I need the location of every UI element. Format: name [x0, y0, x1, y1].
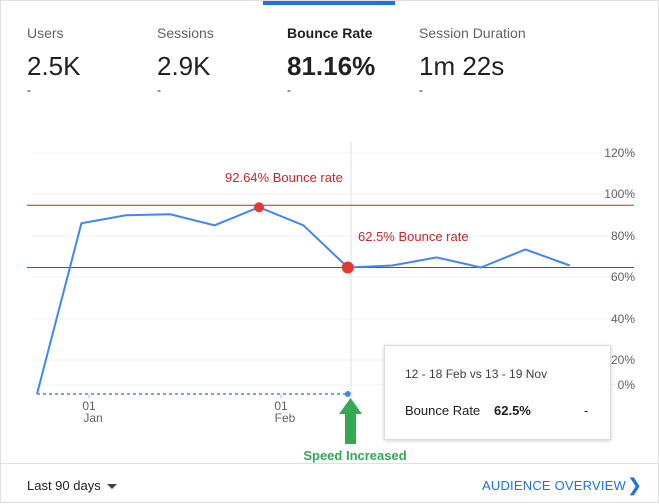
- annotation-label: 62.5% Bounce rate: [358, 229, 469, 244]
- x-tick-day: 01: [274, 399, 288, 413]
- tab-value: 1m 22s: [419, 51, 505, 81]
- metric-tabs: Users 2.5K - Sessions 2.9K - Bounce Rate…: [1, 1, 658, 111]
- chart-tooltip: 12 - 18 Feb vs 13 - 19 Nov Bounce Rate 6…: [384, 345, 611, 440]
- tab-delta: -: [27, 83, 31, 97]
- tab-label: Session Duration: [419, 25, 526, 41]
- audience-overview-link[interactable]: AUDIENCE OVERVIEW: [482, 478, 627, 493]
- tab-session-duration[interactable]: Session Duration 1m 22s -: [419, 1, 579, 106]
- y-tick-label: 40%: [611, 312, 635, 326]
- chart-series: [36, 206, 571, 395]
- tab-value: 81.16%: [287, 51, 376, 81]
- date-range-dropdown[interactable]: Last 90 days: [27, 478, 117, 493]
- hover-point: [344, 391, 351, 397]
- chevron-right-icon[interactable]: ❯: [627, 475, 643, 495]
- reference-lines: [27, 204, 634, 268]
- chart-markers: [254, 202, 354, 397]
- y-tick-label: 0%: [618, 378, 636, 392]
- y-tick-label: 100%: [604, 187, 635, 201]
- tab-label: Users: [27, 25, 64, 41]
- x-tick-month: Jan: [83, 411, 102, 425]
- y-tick-label: 120%: [604, 146, 635, 160]
- speed-arrow-icon: [339, 398, 362, 444]
- tooltip-date-range: 12 - 18 Feb vs 13 - 19 Nov: [405, 367, 548, 381]
- tab-delta: -: [157, 83, 161, 97]
- date-range-label: Last 90 days: [27, 478, 101, 493]
- x-tick-day: 01: [82, 399, 96, 413]
- peak-marker: [254, 202, 264, 213]
- tab-sessions[interactable]: Sessions 2.9K -: [157, 1, 287, 106]
- y-tick-label: 60%: [611, 270, 635, 284]
- tab-delta: -: [287, 83, 291, 97]
- annotation-label: 92.64% Bounce rate: [225, 170, 343, 185]
- tab-value: 2.5K: [27, 51, 81, 81]
- tab-delta: -: [419, 83, 423, 97]
- tab-label: Bounce Rate: [287, 25, 373, 41]
- y-tick-label: 20%: [611, 353, 635, 367]
- drop-marker: [341, 261, 354, 274]
- bounce-rate-line: [36, 206, 571, 395]
- x-tick-month: Feb: [275, 411, 296, 425]
- tooltip-metric-value: 62.5%: [494, 403, 531, 418]
- tab-value: 2.9K: [157, 51, 211, 81]
- y-tick-label: 80%: [611, 229, 635, 243]
- chart-annotations: 92.64% Bounce rate 62.5% Bounce rate Speed…: [225, 170, 469, 463]
- tooltip-metric-label: Bounce Rate: [405, 403, 481, 418]
- annotation-label: Speed Increased: [303, 448, 406, 463]
- tab-users[interactable]: Users 2.5K -: [27, 1, 157, 106]
- active-tab-indicator: [263, 1, 395, 5]
- card-footer: Last 90 days AUDIENCE OVERVIEW ❯: [1, 463, 658, 504]
- tab-label: Sessions: [157, 25, 214, 41]
- caret-down-icon: [106, 484, 117, 490]
- tooltip-metric-delta: -: [584, 403, 589, 418]
- tab-bounce-rate[interactable]: Bounce Rate 81.16% -: [287, 1, 417, 106]
- y-axis-ticks: 120% 100% 80% 60% 40% 20% 0%: [604, 146, 635, 392]
